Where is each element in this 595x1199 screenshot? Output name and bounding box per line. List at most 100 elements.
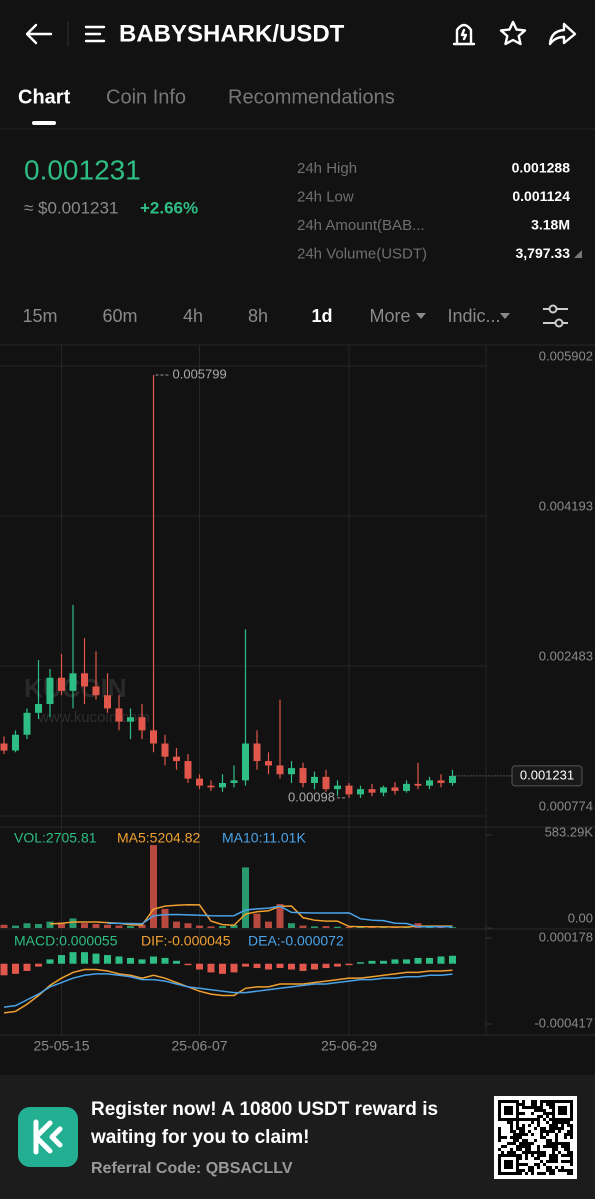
qr-module [519,1130,522,1133]
alert-button[interactable] [452,23,476,46]
qr-module [549,1100,552,1103]
qr-module [549,1145,552,1148]
dropdown-icon [416,313,426,319]
qr-module [516,1169,519,1172]
qr-module [549,1157,552,1160]
qr-module [558,1142,561,1145]
qr-module [504,1163,507,1166]
qr-module [507,1118,510,1121]
qr-module [552,1106,555,1109]
macd-bar [207,963,215,973]
qr-module [504,1109,507,1112]
legend-label: DIF:-0.000045 [141,933,231,949]
qr-module [546,1142,549,1145]
volume-bar [230,924,238,928]
qr-module [570,1118,573,1121]
candle-body [58,677,65,691]
qr-module [555,1136,558,1139]
candle-body [449,775,456,784]
qr-module [552,1115,555,1118]
share-button[interactable] [548,22,577,46]
qr-module [561,1166,564,1169]
qr-module [501,1118,504,1121]
macd-bar [391,959,399,964]
macd-bar [69,952,77,964]
tab[interactable]: Coin Info [106,86,186,108]
qr-module [567,1145,570,1148]
qr-module [558,1151,561,1154]
qr-module [570,1160,573,1163]
volume-bar [35,924,42,928]
interval-button[interactable]: 15m [22,306,57,326]
qr-module [555,1133,558,1136]
qr-module [513,1151,516,1154]
pair-title: BABYSHARK/USDT [119,20,345,47]
qr-module [555,1124,558,1127]
qr-module [498,1115,501,1118]
qr-module [498,1118,501,1121]
macd-bar [115,956,123,964]
qr-module [498,1139,501,1142]
qr-module [519,1157,522,1160]
macd-bar [12,963,19,974]
candle-body [138,717,146,731]
tab[interactable]: Chart [18,86,71,108]
macd-bar [311,963,318,970]
macd-bar [403,959,410,964]
settings-button[interactable] [543,304,568,328]
candle-body [219,783,226,788]
candle-body [437,780,445,784]
tab[interactable]: Recommendations [228,86,395,108]
volume-bar [46,921,54,928]
qr-module [522,1118,525,1121]
interval-button[interactable]: More [369,306,410,326]
interval-button[interactable]: 8h [248,306,268,326]
qr-module [525,1172,528,1175]
qr-module [567,1148,570,1151]
qr-module [552,1154,555,1157]
favorite-button[interactable] [499,20,527,46]
volume-bar [242,867,249,928]
qr-module [543,1151,546,1154]
qr-module [567,1154,570,1157]
interval-button[interactable]: 4h [183,306,203,326]
qr-module [501,1151,504,1154]
qr-module [558,1106,561,1109]
qr-module [555,1118,558,1121]
qr-module [507,1151,510,1154]
last-price-box [511,765,583,787]
qr-module [552,1148,555,1151]
qr-module [546,1130,549,1133]
volume-bar [0,924,8,928]
qr-module [504,1118,507,1121]
qr-module [552,1157,555,1160]
interval-button[interactable]: 60m [102,306,137,326]
candle-body [127,717,134,722]
qr-module [516,1112,519,1115]
volume-bar [368,927,376,928]
macd-bar [150,956,157,964]
qr-module [498,1148,501,1151]
qr-module [510,1124,513,1127]
candle-body [288,768,295,775]
qr-module [543,1130,546,1133]
back-button[interactable] [25,23,53,45]
qr-module [570,1172,573,1175]
qr-module [534,1118,537,1121]
stat-value: 0.001124 [512,188,570,204]
macd-bar [357,962,364,964]
qr-module [552,1121,555,1124]
macd-bar [253,963,261,969]
interval-button[interactable]: 1d [311,306,332,326]
y-tick-label: 0.000774 [539,798,593,813]
banner-text: waiting for you to claim! [90,1127,310,1148]
qr-module [552,1118,555,1121]
volume-bar [276,904,284,928]
qr-module [510,1130,513,1133]
y-tick-label: 0.002483 [539,648,593,663]
interval-button[interactable]: Indic... [447,306,500,326]
menu-button[interactable] [84,25,106,43]
qr-module [561,1145,564,1148]
qr-module [558,1112,561,1115]
qr-module [510,1109,513,1112]
